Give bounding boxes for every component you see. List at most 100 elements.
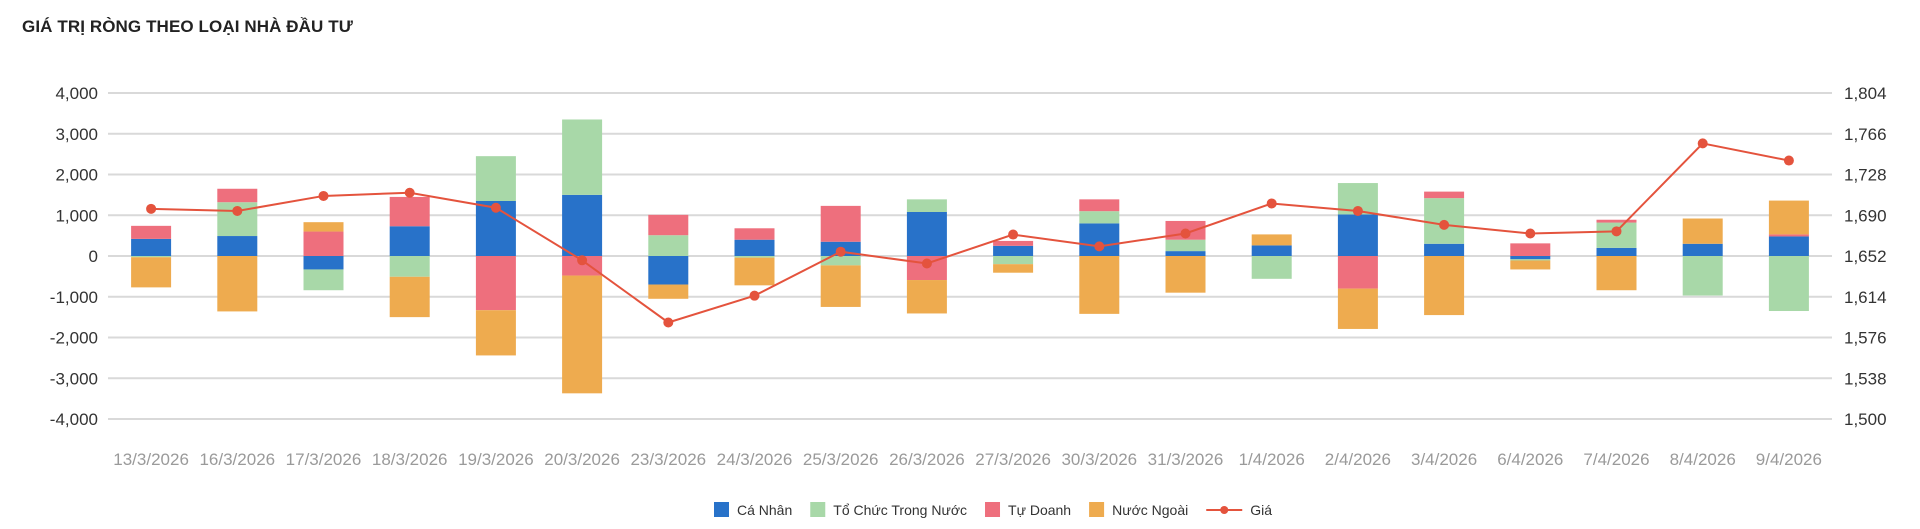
x-tick-label: 3/4/2026 [1411,450,1477,469]
y-right-tick-label: 1,576 [1844,329,1887,348]
bar-segment [820,205,861,242]
bar-segment [389,256,430,277]
bar-segment [1596,256,1637,291]
x-tick-label: 6/4/2026 [1497,450,1563,469]
legend-swatch [1089,502,1105,517]
y-right-tick-label: 1,766 [1844,125,1887,144]
y-right-tick-label: 1,614 [1844,288,1887,307]
bar-segment [217,188,258,203]
legend-label: Tự Doanh [1008,502,1071,518]
bar-segment [648,214,689,236]
price-point [1611,226,1622,237]
bar-segment [389,226,430,256]
price-point [232,205,243,216]
price-point [835,246,846,257]
price-point [1094,241,1105,252]
bar-segment [648,235,689,256]
bar-segment [993,245,1034,256]
y-right-tick-label: 1,538 [1844,369,1887,388]
x-tick-label: 26/3/2026 [889,450,965,469]
bar-segment [1768,234,1809,237]
bar-segment [562,275,603,394]
price-point [1008,229,1019,240]
legend-swatch [714,502,729,517]
y-left-tick-label: -4,000 [50,410,98,429]
bar-segment [303,269,344,291]
x-tick-label: 9/4/2026 [1756,450,1822,469]
y-right-tick-label: 1,500 [1844,410,1887,429]
x-tick-label: 27/3/2026 [975,450,1051,469]
bar-segment [389,276,430,318]
y-left-tick-label: 2,000 [55,166,98,185]
x-tick-label: 1/4/2026 [1239,450,1305,469]
bar-segment [131,257,172,288]
bar-segment [1165,251,1206,256]
bar-segment [303,256,344,270]
bar-segment [475,310,516,356]
bar-segment [1682,256,1723,296]
bar-segment [1682,218,1723,244]
x-tick-label: 18/3/2026 [372,450,448,469]
x-tick-label: 8/4/2026 [1670,450,1736,469]
price-point [1266,198,1277,209]
price-point [1180,228,1191,239]
bar-segment [1251,234,1292,246]
price-point [1352,205,1363,216]
price-point [1525,228,1536,239]
bar-segment [1079,211,1120,224]
bar-segment [1510,260,1551,270]
y-left-tick-label: 1,000 [55,206,98,225]
y-right-tick-label: 1,728 [1844,166,1887,185]
bar-segment [1337,256,1378,289]
legend-label: Cá Nhân [737,502,792,518]
x-tick-label: 25/3/2026 [803,450,879,469]
bar-segment [734,228,775,240]
legend-line-dot [1220,506,1229,514]
price-point [921,258,932,269]
y-right-tick-label: 1,652 [1844,247,1887,266]
bar-segment [906,280,947,314]
bar-segment [1510,243,1551,256]
price-point [490,202,501,213]
bar-segment [1424,256,1465,316]
x-tick-label: 31/3/2026 [1148,450,1224,469]
bar-segment [1251,256,1292,279]
y-left-tick-label: 3,000 [55,125,98,144]
y-left-tick-label: -1,000 [50,288,98,307]
bar-segment [131,238,172,256]
bar-segment [562,119,603,195]
y-left-tick-label: 0 [89,247,98,266]
bar-segment [1424,243,1465,256]
bar-segment [475,156,516,201]
bar-segment [734,256,775,258]
bar-segment [820,265,861,307]
y-left-tick-label: -3,000 [50,369,98,388]
price-point [1783,155,1794,166]
bar-segment [303,222,344,232]
bar-segment [1424,191,1465,199]
x-tick-label: 20/3/2026 [544,450,620,469]
price-point [749,290,760,301]
bar-segment [1079,199,1120,212]
x-tick-label: 2/4/2026 [1325,450,1391,469]
bar-segment [648,284,689,299]
bar-segment [562,194,603,256]
bar-segment [648,256,689,285]
bar-segment [1768,200,1809,235]
bar-segment [1510,256,1551,260]
bar-segment [217,236,258,256]
x-tick-label: 19/3/2026 [458,450,534,469]
bar-segment [1768,256,1809,312]
bar-segment [217,256,258,312]
bar-segment [475,256,516,311]
bar-segment [820,256,861,266]
bar-segment [131,256,172,258]
price-point [577,255,588,266]
bar-segment [906,199,947,212]
legend-label: Giá [1250,502,1272,518]
bar-segment [303,231,344,256]
price-point [663,317,674,328]
bar-segment [1768,236,1809,256]
y-left-tick-label: -2,000 [50,329,98,348]
bar-segment [1165,256,1206,293]
